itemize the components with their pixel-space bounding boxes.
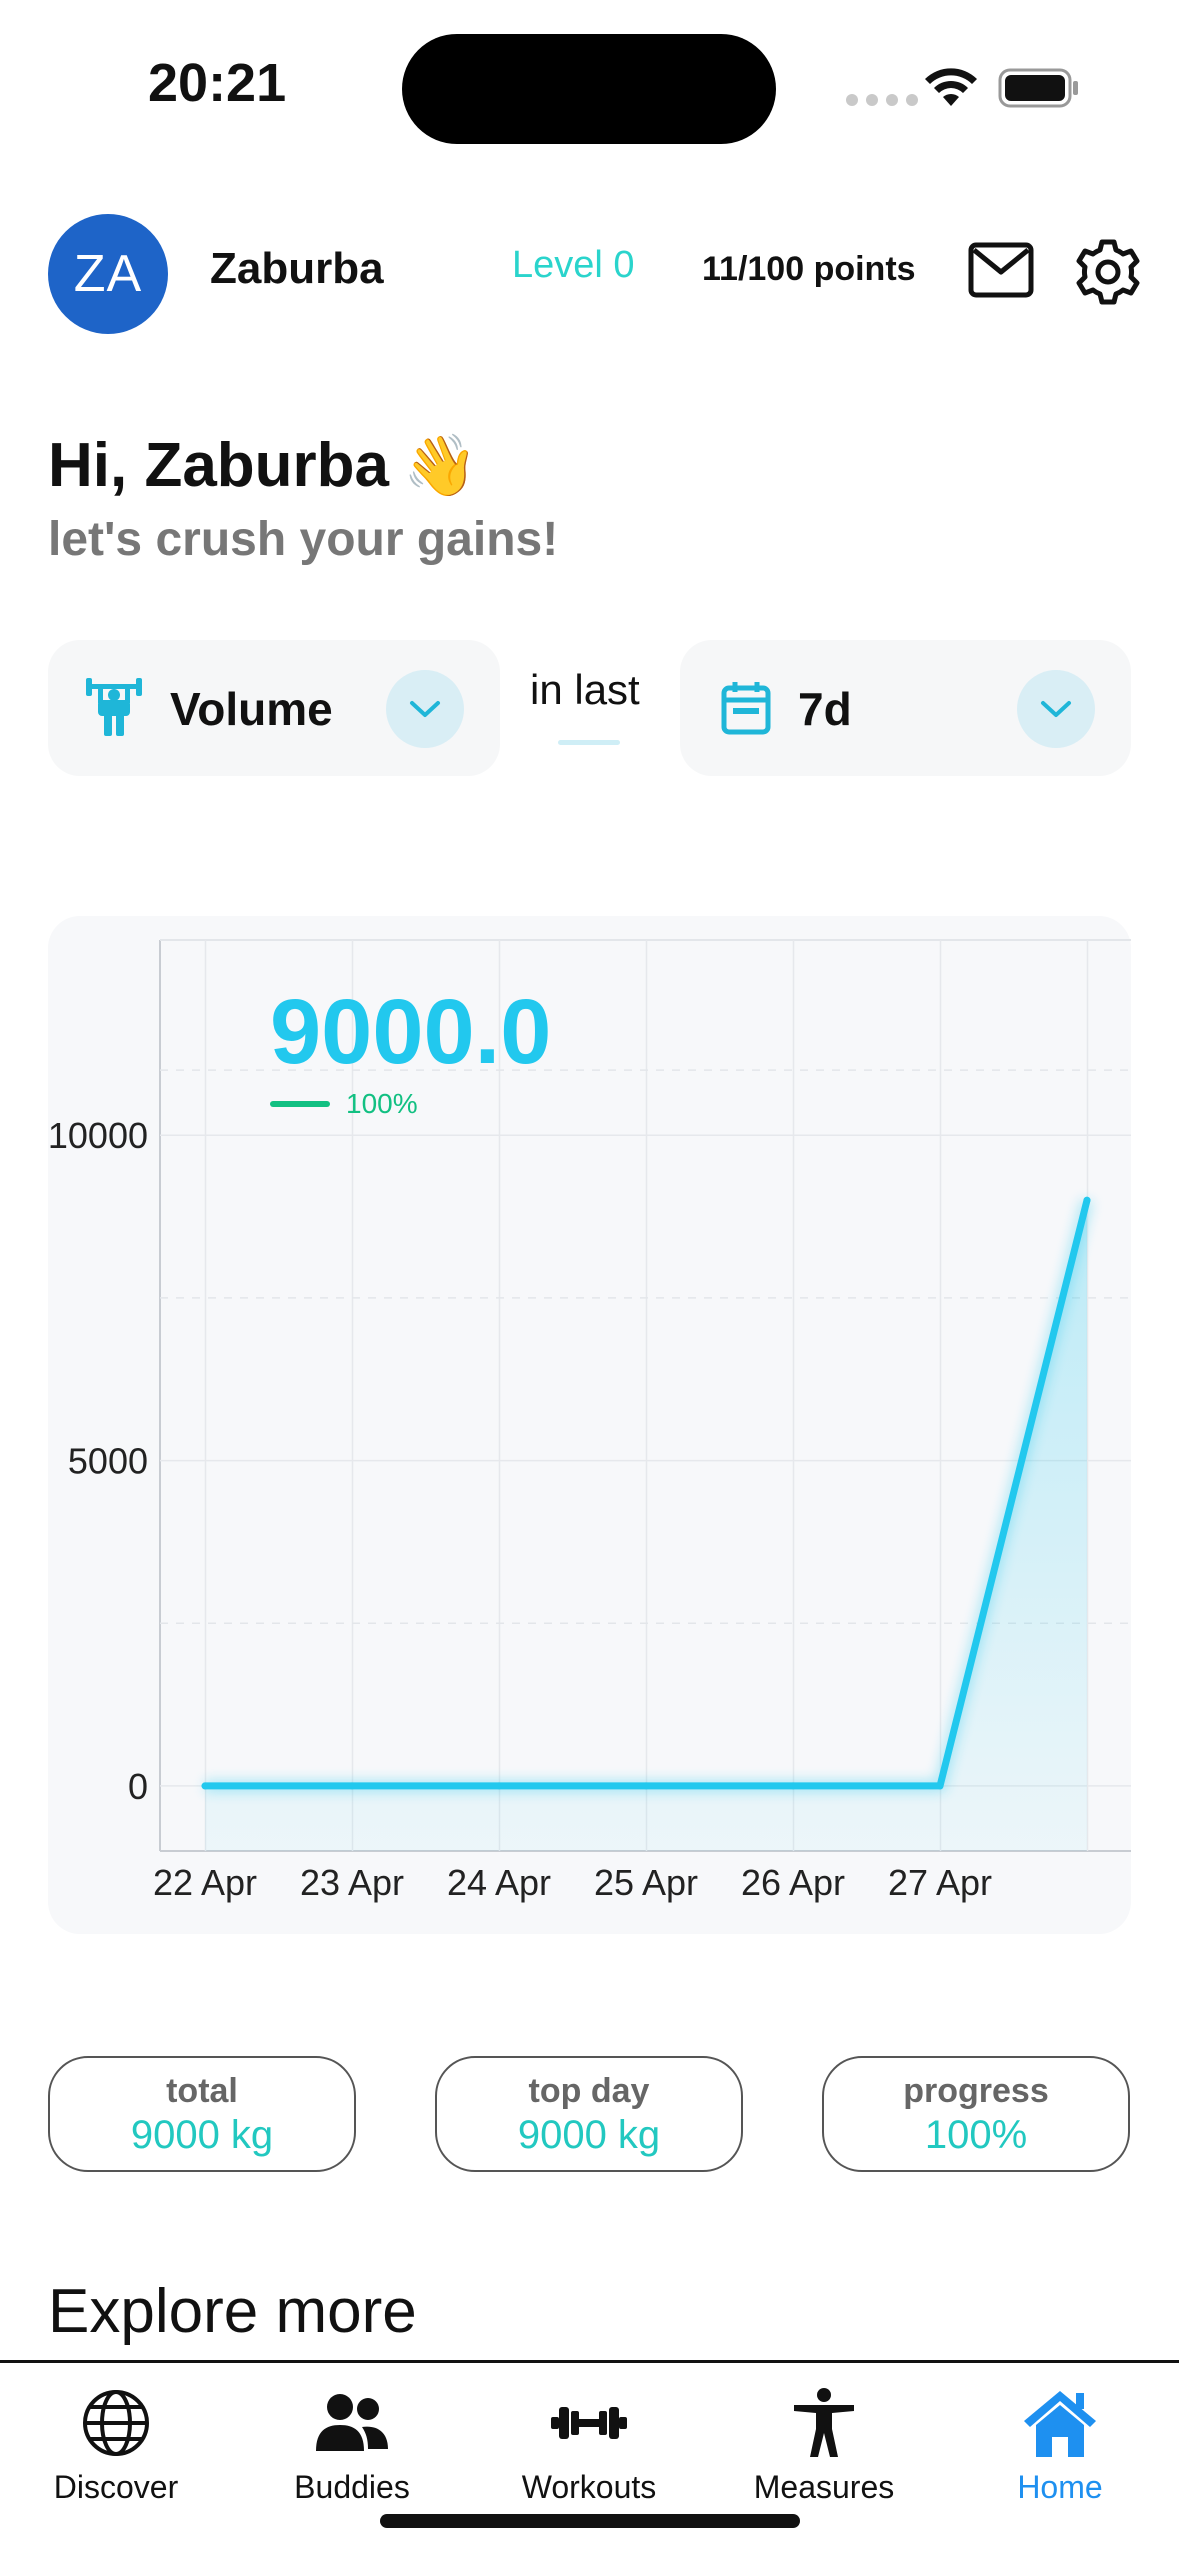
weightlifter-icon <box>86 678 142 736</box>
avatar[interactable]: ZA <box>48 214 168 334</box>
points-label: 11/100 points <box>702 250 916 288</box>
stat-value: 9000 kg <box>517 2113 661 2157</box>
tab-home[interactable]: Home <box>960 2387 1160 2506</box>
legend-line <box>270 1101 330 1107</box>
cellular-signal-icon <box>846 94 918 106</box>
tab-buddies[interactable]: Buddies <box>252 2387 452 2506</box>
greeting-text: Hi, Zaburba <box>48 431 390 500</box>
gear-icon[interactable] <box>1074 238 1142 306</box>
data-point <box>201 1782 209 1790</box>
data-point <box>936 1782 944 1790</box>
stat-value: 100% <box>924 2113 1028 2157</box>
x-tick-label: 24 Apr <box>447 1862 551 1903</box>
in-last-label: in last <box>530 666 640 713</box>
stat-label: progress <box>903 2072 1049 2110</box>
dynamic-island <box>402 34 776 144</box>
metric-label: Volume <box>170 683 333 735</box>
stat-top-day[interactable]: top day 9000 kg <box>435 2056 743 2172</box>
data-point <box>495 1782 503 1790</box>
stat-progress[interactable]: progress 100% <box>822 2056 1130 2172</box>
chart-change-percent: 100% <box>346 1088 418 1119</box>
chart-highlight-value: 9000.0 <box>270 981 552 1083</box>
dumbbell-icon <box>551 2407 627 2439</box>
chevron-down-icon[interactable] <box>386 670 464 748</box>
greeting-title: Hi, Zaburba 👋 <box>48 430 478 501</box>
in-last-underline <box>558 740 620 745</box>
stat-label: top day <box>528 2072 650 2110</box>
username: Zaburba <box>210 244 384 293</box>
wifi-icon <box>925 68 977 106</box>
battery-icon <box>998 68 1078 108</box>
people-icon <box>316 2394 388 2451</box>
greeting-subtitle: let's crush your gains! <box>48 513 559 566</box>
data-point <box>642 1782 650 1790</box>
data-point <box>348 1782 356 1790</box>
y-tick-label: 0 <box>128 1766 148 1807</box>
calendar-icon <box>721 682 771 735</box>
x-tick-label: 23 Apr <box>300 1862 404 1903</box>
volume-chart[interactable]: 0 5000 10000 22 Apr 23 Apr 24 Apr 25 Apr 26 Apr… <box>0 0 1179 1960</box>
y-tick-label: 5000 <box>68 1441 148 1482</box>
stat-value: 9000 kg <box>130 2113 274 2157</box>
mail-icon[interactable] <box>968 242 1034 298</box>
level-label: Level 0 <box>512 244 635 286</box>
tab-label: Discover <box>53 2469 179 2505</box>
x-tick-label: 26 Apr <box>741 1862 845 1903</box>
body-icon <box>794 2388 854 2457</box>
data-point <box>1083 1196 1091 1204</box>
range-selector[interactable]: 7d <box>680 640 1131 776</box>
metric-selector[interactable]: Volume <box>48 640 500 776</box>
tab-label: Workouts <box>521 2469 657 2505</box>
stat-label: total <box>166 2072 238 2110</box>
chevron-down-icon[interactable] <box>1017 670 1095 748</box>
chart-legend: 100% <box>270 1088 418 1120</box>
range-label: 7d <box>798 683 852 735</box>
x-tick-label: 25 Apr <box>594 1862 698 1903</box>
status-time: 20:21 <box>148 53 287 113</box>
tab-discover[interactable]: Discover <box>16 2387 216 2506</box>
stat-total[interactable]: total 9000 kg <box>48 2056 356 2172</box>
tab-workouts[interactable]: Workouts <box>489 2387 689 2506</box>
home-icon <box>1024 2391 1096 2457</box>
tab-label: Measures <box>753 2469 895 2505</box>
tab-measures[interactable]: Measures <box>724 2387 924 2506</box>
home-indicator <box>380 2514 800 2528</box>
globe-icon <box>83 2390 149 2456</box>
y-tick-label: 10000 <box>48 1115 148 1156</box>
tab-label: Home <box>1017 2469 1103 2505</box>
data-point <box>789 1782 797 1790</box>
explore-more-title: Explore more <box>48 2277 417 2346</box>
waving-hand-icon: 👋 <box>403 432 478 499</box>
tab-label: Buddies <box>294 2469 410 2505</box>
x-tick-label: 22 Apr <box>153 1862 257 1903</box>
x-tick-label: 27 Apr <box>888 1862 992 1903</box>
